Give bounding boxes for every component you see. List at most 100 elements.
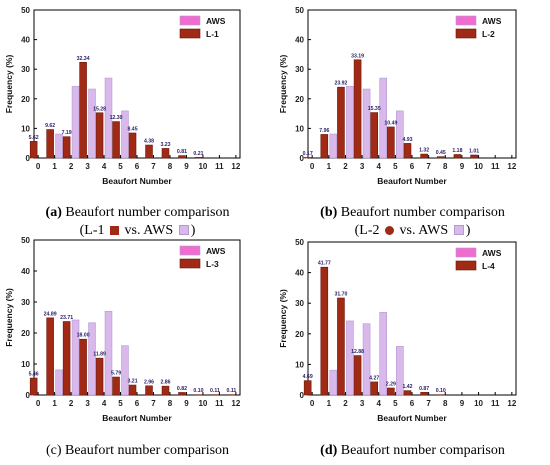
bar-l-1 — [161, 148, 170, 159]
bar-aws — [396, 110, 404, 159]
y-axis-title: Frequency (%) — [278, 289, 288, 348]
data-label: 23.71 — [60, 315, 73, 321]
x-tick-label: 7 — [426, 162, 431, 171]
bar-l-4 — [337, 297, 345, 396]
x-tick-label: 10 — [198, 399, 207, 408]
y-tick-label: 50 — [21, 236, 30, 245]
bar-l-2 — [320, 134, 329, 159]
x-tick-label: 7 — [151, 399, 156, 408]
x-tick-label: 6 — [410, 162, 415, 171]
aws-swatch — [178, 225, 189, 235]
legend-label-lidar: L-1 — [206, 29, 219, 39]
x-tick-label: 11 — [491, 399, 500, 408]
bar-aws — [362, 323, 371, 396]
bar-l-3 — [112, 376, 120, 396]
x-tick-label: 9 — [184, 162, 189, 171]
x-tick-label: 4 — [102, 399, 107, 408]
y-tick-label: 10 — [21, 360, 30, 369]
data-label: 12.30 — [110, 115, 123, 121]
bar-l-2 — [337, 86, 345, 159]
data-label: 7.96 — [319, 128, 329, 134]
data-label: 2.86 — [160, 380, 170, 386]
y-tick-label: 20 — [295, 95, 304, 104]
x-axis-title: Beaufort Number — [377, 413, 447, 423]
y-axis-title: Frequency (%) — [4, 288, 14, 347]
bar-l-1 — [112, 121, 120, 159]
caption-b-title: Beaufort number comparison — [340, 205, 505, 220]
y-tick-label: 0 — [300, 391, 305, 400]
caption-c-title: Beaufort number comparison — [64, 443, 230, 458]
caption-b-label: (b) — [320, 205, 338, 220]
bar-aws — [104, 77, 113, 159]
x-tick-label: 0 — [310, 399, 315, 408]
caption-b-sub-2: vs. AWS — [399, 223, 449, 238]
y-tick-label: 30 — [295, 299, 304, 308]
y-tick-label: 20 — [21, 95, 30, 104]
x-tick-label: 4 — [102, 162, 107, 171]
data-label: 5.62 — [29, 135, 39, 141]
x-tick-label: 3 — [85, 162, 90, 171]
data-label: 2.96 — [144, 379, 154, 385]
bar-aws — [121, 110, 129, 159]
y-axis-title: Frequency (%) — [4, 55, 14, 114]
data-label: 12.88 — [351, 349, 364, 355]
legend-swatch-aws — [455, 247, 477, 258]
data-label: 32.34 — [77, 56, 90, 62]
legend-swatch-aws — [179, 15, 201, 26]
bar-l-1 — [194, 157, 203, 159]
bar-aws — [396, 346, 404, 396]
bar-l-2 — [470, 154, 478, 159]
data-label: 24.89 — [44, 311, 57, 317]
data-label: 7.19 — [62, 130, 72, 136]
x-tick-label: 2 — [343, 162, 348, 171]
bar-l-3 — [161, 385, 170, 396]
caption-d-title: Beaufort number comparison — [340, 443, 505, 458]
bar-l-2 — [387, 126, 395, 159]
bar-l-2 — [453, 154, 462, 159]
caption-d: (d) Beaufort number comparison — [275, 442, 550, 459]
caption-b: (b) Beaufort number comparison — [275, 204, 550, 221]
x-tick-label: 5 — [393, 162, 398, 171]
legend-swatch-lidar — [179, 258, 201, 269]
y-axis-title: Frequency (%) — [278, 55, 288, 114]
data-label: 1.42 — [402, 384, 412, 390]
x-tick-label: 12 — [231, 399, 240, 408]
bar-aws — [346, 320, 354, 396]
x-tick-label: 1 — [327, 162, 332, 171]
x-tick-label: 5 — [118, 162, 123, 171]
bar-l-4 — [420, 392, 428, 396]
y-tick-label: 30 — [21, 298, 30, 307]
legend-swatch-lidar — [179, 28, 201, 39]
data-label: 15.35 — [368, 106, 381, 112]
bar-l-3 — [62, 321, 71, 396]
caption-c-label: (c) — [45, 443, 62, 458]
data-label: 1.01 — [469, 149, 479, 155]
data-label: 5.79 — [111, 371, 121, 377]
bar-aws — [346, 86, 354, 159]
data-label: 10.49 — [384, 120, 397, 126]
data-label: 0.87 — [419, 386, 429, 392]
data-label: 4.27 — [369, 375, 379, 381]
data-label: 0.21 — [193, 151, 203, 157]
bar-l-3 — [79, 338, 87, 396]
legend-swatch-aws — [179, 245, 201, 256]
bar-l-2 — [370, 112, 379, 159]
x-tick-label: 12 — [507, 162, 516, 171]
bar-l-1 — [29, 141, 38, 159]
x-tick-label: 12 — [231, 162, 240, 171]
x-tick-label: 11 — [215, 162, 224, 171]
bar-l-4 — [370, 381, 379, 396]
x-tick-label: 6 — [410, 399, 415, 408]
lidar-dot — [385, 226, 395, 235]
bar-l-3 — [145, 385, 153, 396]
data-label: 41.77 — [318, 261, 331, 267]
caption-b-sub-3: ) — [465, 223, 471, 238]
bar-l-2 — [353, 59, 362, 159]
bar-l-2 — [403, 143, 412, 159]
chart-panel-a: 0 10 20 30 40 50 0 1 2 3 4 5 6 7 8 9 10 11 12 Beaufort Numb… — [0, 0, 275, 238]
bar-l-4 — [403, 390, 412, 396]
y-tick-label: 40 — [295, 269, 304, 278]
bar-aws — [379, 77, 388, 159]
data-label: 31.70 — [334, 291, 347, 297]
